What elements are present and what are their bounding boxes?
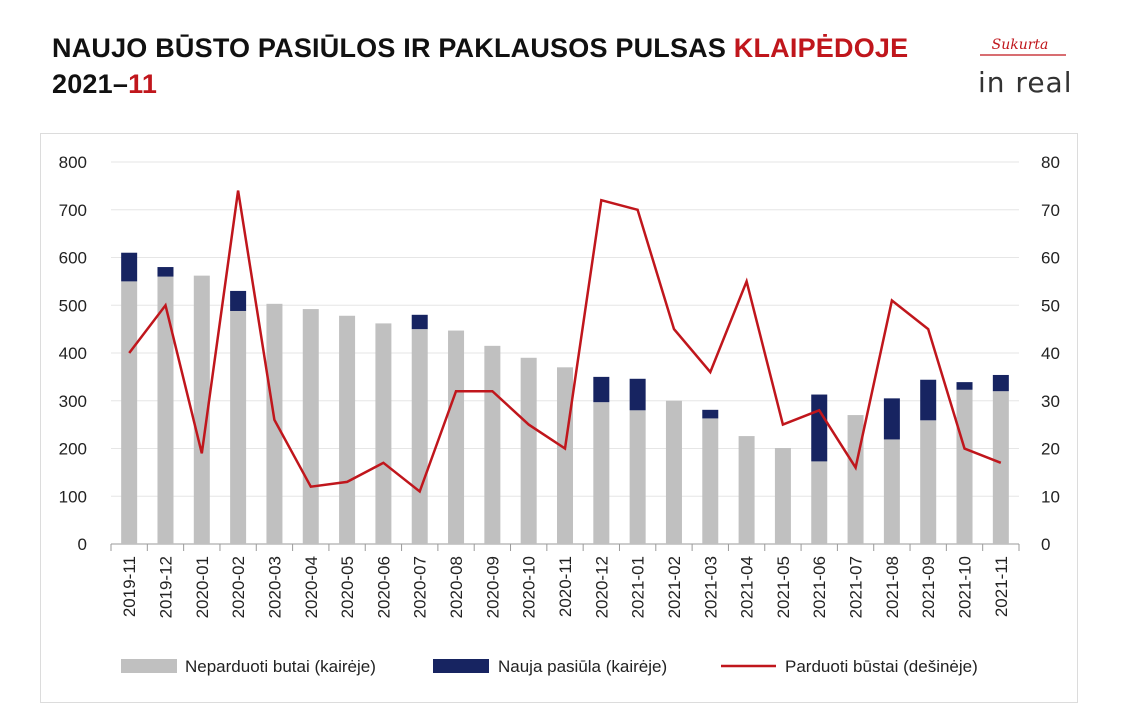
bar-unsold (665, 400, 682, 544)
x-tick-label: 2021-08 (883, 556, 902, 618)
y-right-tick-label: 10 (1041, 487, 1060, 506)
bar-unsold (702, 418, 719, 544)
bar-unsold (920, 420, 937, 544)
y-left-tick-label: 500 (59, 296, 87, 315)
y-right-tick-label: 20 (1041, 440, 1060, 459)
bar-unsold (774, 448, 791, 544)
legend-label-unsold: Neparduoti butai (kairėje) (185, 657, 376, 676)
bar-unsold (956, 389, 973, 544)
bar-unsold (847, 415, 864, 544)
y-right-tick-label: 30 (1041, 392, 1060, 411)
y-right-tick-label: 0 (1041, 535, 1050, 554)
bar-new-supply (230, 290, 247, 311)
x-tick-label: 2020-11 (556, 556, 575, 617)
bar-unsold (557, 367, 573, 544)
bar-unsold (230, 310, 247, 544)
bar-new-supply (702, 409, 719, 419)
logo-sukurta-text: Sukurta (992, 37, 1049, 53)
period-year: 2021– (52, 69, 129, 99)
y-left-tick-label: 300 (59, 392, 87, 411)
x-tick-label: 2021-06 (810, 556, 829, 618)
bar-unsold (448, 330, 465, 544)
y-left-tick-label: 800 (59, 153, 87, 172)
y-left-tick-label: 600 (59, 249, 87, 268)
bar-new-supply (157, 267, 174, 277)
bar-unsold (121, 281, 138, 544)
bar-unsold (883, 439, 900, 544)
bar-new-supply (920, 379, 937, 421)
x-tick-label: 2021-04 (738, 556, 757, 618)
bar-new-supply (956, 382, 973, 390)
chart-period: 2021–11 (52, 66, 908, 102)
bar-new-supply (121, 252, 138, 282)
title-city: KLAIPĖDOJE (733, 33, 909, 63)
x-tick-label: 2021-11 (992, 556, 1011, 617)
logo-inreal-text: in real (978, 66, 1073, 99)
y-left-tick-label: 100 (59, 487, 87, 506)
bar-new-supply (593, 376, 610, 403)
legend-swatch-unsold (121, 659, 177, 673)
x-tick-label: 2019-11 (120, 556, 139, 617)
x-tick-label: 2020-05 (338, 556, 357, 618)
y-right-tick-label: 70 (1041, 201, 1060, 220)
x-tick-label: 2020-06 (374, 556, 393, 618)
bar-unsold (484, 345, 501, 544)
brand-logo: Sukurta in real (962, 32, 1082, 102)
bar-unsold (992, 391, 1009, 544)
bar-unsold (593, 402, 610, 544)
bar-unsold (302, 309, 319, 544)
combo-chart: 0 0 100 10 200 20 300 30 400 40 500 50 600 60 700 70 800… (59, 153, 1060, 676)
title-block: NAUJO BŪSTO PASIŪLOS IR PAKLAUSOS PULSAS… (52, 30, 908, 102)
bar-new-supply (883, 398, 900, 440)
x-tick-label: 2020-07 (411, 556, 430, 618)
chart-card: 0 0 100 10 200 20 300 30 400 40 500 50 600 60 700 70 800… (40, 133, 1078, 703)
bar-unsold (266, 303, 283, 544)
legend-label-sold: Parduoti būstai (dešinėje) (785, 657, 978, 676)
chart-title: NAUJO BŪSTO PASIŪLOS IR PAKLAUSOS PULSAS… (52, 30, 908, 66)
y-left-tick-label: 700 (59, 201, 87, 220)
x-tick-label: 2020-02 (229, 556, 248, 618)
bar-new-supply (811, 394, 828, 462)
x-tick-label: 2020-04 (302, 556, 321, 618)
title-main: NAUJO BŪSTO PASIŪLOS IR PAKLAUSOS PULSAS (52, 33, 734, 63)
y-left-tick-label: 400 (59, 344, 87, 363)
y-right-tick-label: 60 (1041, 249, 1060, 268)
bar-unsold (339, 315, 356, 544)
x-tick-label: 2020-12 (592, 556, 611, 618)
bar-new-supply (992, 374, 1009, 392)
x-tick-label: 2021-09 (919, 556, 938, 618)
x-tick-label: 2020-10 (520, 556, 539, 618)
x-tick-label: 2021-01 (629, 556, 648, 618)
x-tick-label: 2020-08 (447, 556, 466, 618)
bar-new-supply (411, 314, 428, 330)
legend-swatch-new-supply (433, 659, 489, 673)
x-tick-label: 2021-07 (847, 556, 866, 618)
x-tick-label: 2021-03 (701, 556, 720, 618)
bar-unsold (520, 357, 537, 544)
x-tick-label: 2020-09 (483, 556, 502, 618)
bar-unsold (193, 275, 210, 544)
brand-logo-graphic: Sukurta in real (978, 37, 1073, 99)
x-tick-label: 2021-05 (774, 556, 793, 618)
bar-unsold (375, 323, 392, 544)
x-tick-label: 2019-12 (156, 556, 175, 618)
line-sold (128, 190, 1002, 494)
y-right-tick-label: 80 (1041, 153, 1060, 172)
x-tick-label: 2020-03 (265, 556, 284, 618)
x-tick-label: 2021-02 (665, 556, 684, 618)
y-left-tick-label: 200 (59, 440, 87, 459)
period-month: 11 (128, 69, 158, 99)
bar-unsold (411, 329, 428, 544)
y-right-tick-label: 40 (1041, 344, 1060, 363)
bar-unsold (157, 276, 174, 544)
y-left-tick-label: 0 (78, 535, 87, 554)
bar-unsold (811, 461, 828, 544)
x-tick-label: 2020-01 (193, 556, 212, 618)
y-right-tick-label: 50 (1041, 296, 1060, 315)
x-tick-label: 2021-10 (956, 556, 975, 618)
legend-label-new-supply: Nauja pasiūla (kairėje) (498, 657, 667, 676)
bar-unsold (629, 410, 646, 544)
bar-unsold (738, 436, 755, 544)
bar-new-supply (629, 378, 646, 411)
